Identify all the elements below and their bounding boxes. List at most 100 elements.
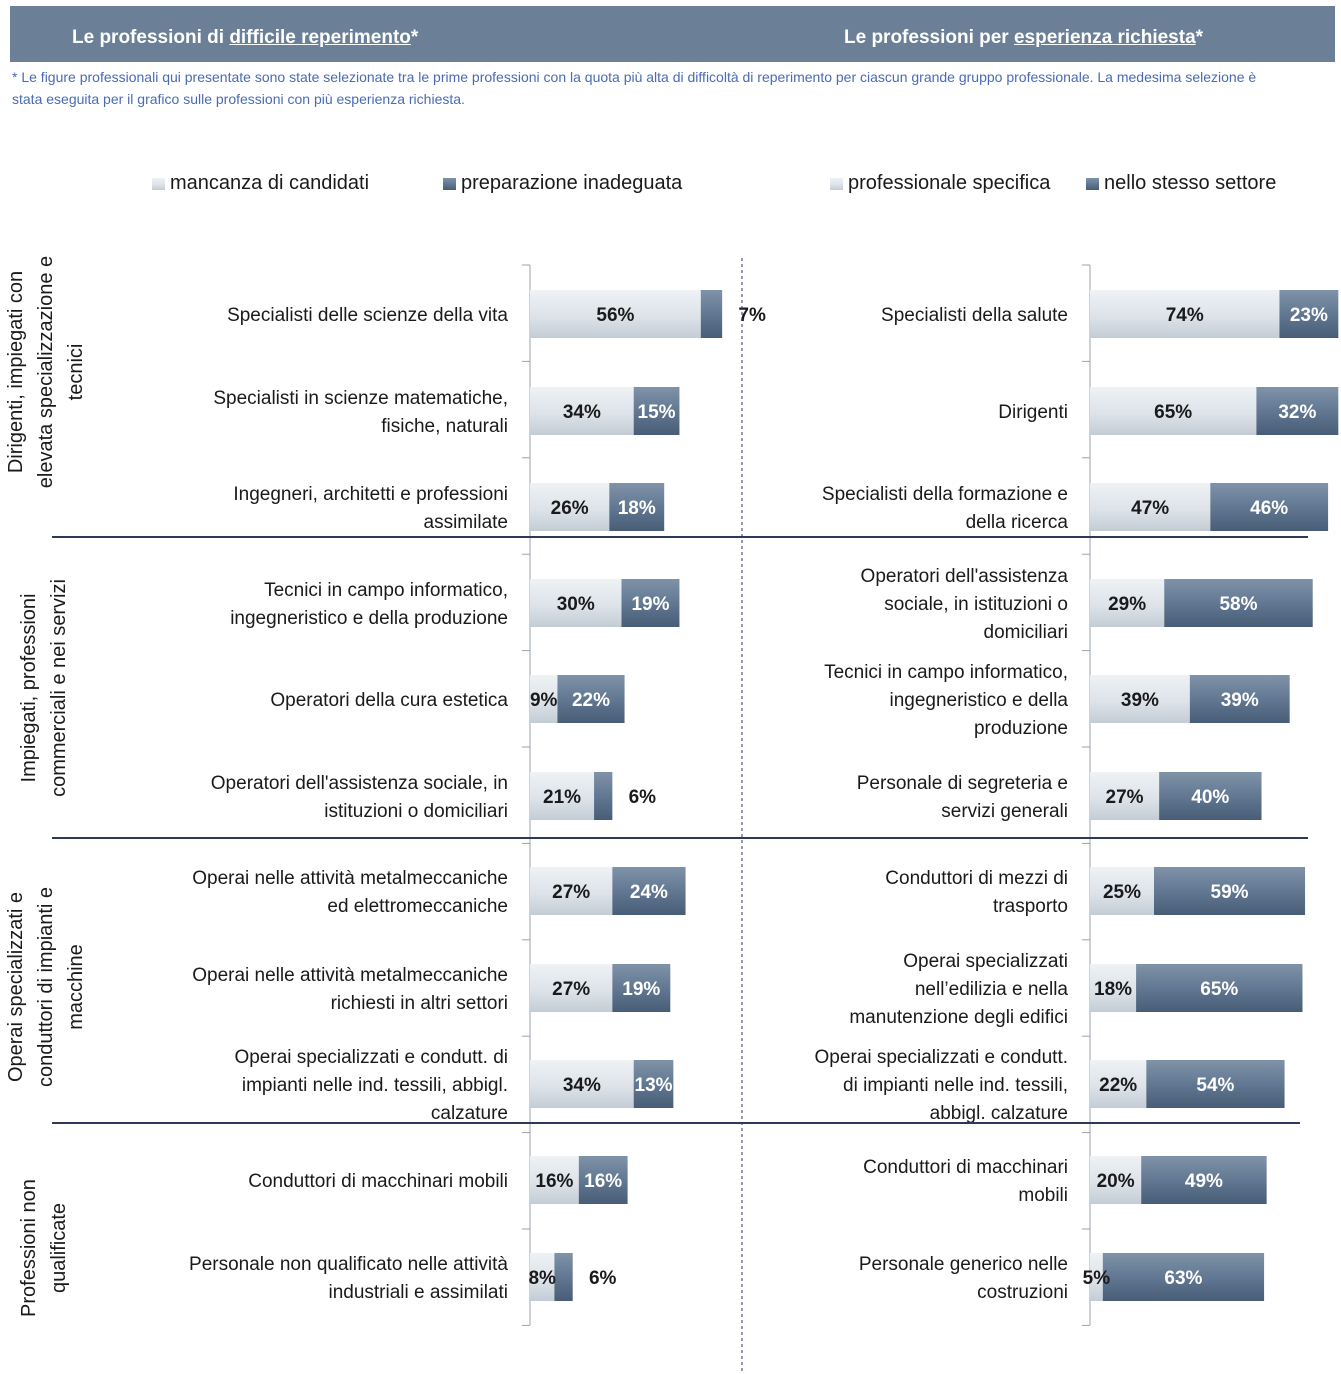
group-label-line: Impiegati, professioni (18, 594, 40, 783)
group-label-line: Operai specializzati e (5, 892, 27, 1082)
category-label-line: mobili (1018, 1185, 1068, 1206)
value-label: 13% (635, 1075, 673, 1096)
category-label-line: Ingegneri, architetti e professioni (233, 484, 508, 505)
category-label-line: produzione (974, 718, 1068, 739)
category-label-line: Tecnici in campo informatico, (264, 580, 508, 601)
category-label-line: Conduttori di mezzi di (885, 868, 1068, 889)
value-label: 29% (1108, 594, 1146, 615)
value-label: 25% (1103, 882, 1141, 903)
category-label-line: ed elettromeccaniche (327, 896, 508, 917)
category-label-line: Operai nelle attività metalmeccaniche (192, 868, 508, 889)
category-label-line: Specialisti della salute (881, 305, 1068, 326)
category-label-line: abbigl. calzature (930, 1103, 1068, 1124)
value-label: 22% (572, 690, 610, 711)
category-label: Personale non qualificato nelle attività… (189, 1254, 508, 1303)
value-label: 19% (631, 594, 669, 615)
category-label: Operatori dell'assistenza sociale, in ist… (861, 566, 1069, 643)
value-label: 26% (551, 498, 589, 519)
category-label-line: Operai nelle attività metalmeccaniche (192, 965, 508, 986)
bar-preparazione-inadeguata (701, 290, 722, 338)
legend-label: mancanza di candidati (170, 172, 369, 194)
category-label-line: Specialisti della formazione e (822, 484, 1068, 505)
group-label-line: conduttori di impianti e (35, 887, 57, 1087)
legend-swatch (443, 178, 456, 190)
value-label: 39% (1221, 690, 1259, 711)
category-label: Operai specializzati e condutt. di impian… (234, 1047, 508, 1124)
category-label-line: nell’edilizia e nella (915, 979, 1069, 1000)
group-label-line: tecnici (65, 344, 87, 401)
category-label: Operai specializzati e condutt. di impian… (815, 1047, 1068, 1124)
value-label: 18% (1094, 979, 1132, 1000)
group-label-line: Professioni non (18, 1179, 40, 1317)
category-label-line: sociale, in istituzioni o (884, 594, 1068, 615)
group-label-line: elevata specializzazione e (35, 256, 57, 488)
value-label: 23% (1290, 305, 1328, 326)
group-label-line: macchine (65, 944, 87, 1030)
category-label: Specialisti della formazione e della rice… (822, 484, 1069, 533)
value-label: 5% (1083, 1268, 1111, 1289)
value-label: 34% (563, 402, 601, 423)
category-label: Personale di segreteria e servizi general… (857, 773, 1068, 822)
group-label: Impiegati, professioni commerciali e nei … (18, 579, 70, 797)
category-label-line: Specialisti in scienze matematiche, (213, 388, 508, 409)
category-label-line: Personale non qualificato nelle attività (189, 1254, 508, 1275)
group-label-line: Dirigenti, impiegati con (5, 271, 27, 473)
value-label: 20% (1097, 1171, 1135, 1192)
value-label: 6% (629, 787, 657, 808)
value-label: 58% (1219, 594, 1257, 615)
category-label-line: Operai specializzati e condutt. (815, 1047, 1068, 1068)
value-label: 21% (543, 787, 581, 808)
legend-label: nello stesso settore (1104, 172, 1276, 194)
value-label: 34% (563, 1075, 601, 1096)
value-label: 39% (1121, 690, 1159, 711)
value-label: 7% (738, 305, 766, 326)
value-label: 27% (552, 979, 590, 1000)
category-label-line: Operatori della cura estetica (270, 690, 508, 711)
category-label-line: trasporto (993, 896, 1068, 917)
bar-preparazione-inadeguata (554, 1253, 572, 1301)
bar-preparazione-inadeguata (594, 772, 612, 820)
category-label-line: Operai specializzati e condutt. di (234, 1047, 508, 1068)
category-label: Ingegneri, architetti e professioni assim… (233, 484, 508, 533)
value-label: 15% (638, 402, 676, 423)
category-label: Tecnici in campo informatico, ingegnerist… (230, 580, 508, 629)
category-label-line: calzature (431, 1103, 508, 1124)
category-label: Operatori della cura estetica (270, 690, 508, 711)
value-label: 56% (596, 305, 634, 326)
group-label-line: commerciali e nei servizi (48, 579, 70, 797)
legend-label: professionale specifica (848, 172, 1051, 194)
category-label: Operai specializzati nell’edilizia e nell… (849, 951, 1068, 1028)
category-label-line: Tecnici in campo informatico, (824, 662, 1068, 683)
value-label: 49% (1185, 1171, 1223, 1192)
category-label-line: Conduttori di macchinari (863, 1157, 1068, 1178)
value-label: 40% (1191, 787, 1229, 808)
category-label-line: richiesti in altri settori (331, 993, 508, 1014)
category-label-line: impianti nelle ind. tessili, abbigl. (242, 1075, 508, 1096)
category-label-line: manutenzione degli edifici (849, 1007, 1068, 1028)
legend-swatch (152, 178, 165, 190)
value-label: 74% (1166, 305, 1204, 326)
category-label-line: ingegneristico e della produzione (230, 608, 508, 629)
value-label: 47% (1131, 498, 1169, 519)
category-label: Personale generico nelle costruzioni (859, 1254, 1068, 1303)
value-label: 6% (589, 1268, 617, 1289)
category-label: Specialisti della salute (881, 305, 1068, 326)
value-label: 27% (1106, 787, 1144, 808)
value-label: 19% (622, 979, 660, 1000)
category-label: Conduttori di macchinari mobili (248, 1171, 508, 1192)
category-label: Operatori dell'assistenza sociale, in ist… (211, 773, 508, 822)
group-label-line: qualificate (48, 1203, 70, 1293)
value-label: 54% (1196, 1075, 1234, 1096)
category-label-line: domiciliari (984, 622, 1068, 643)
category-label-line: fisiche, naturali (381, 416, 508, 437)
legend-swatch (830, 178, 843, 190)
legend-swatch (1086, 178, 1099, 190)
category-label: Conduttori di mezzi di trasporto (885, 868, 1068, 917)
category-label: Tecnici in campo informatico, ingegnerist… (824, 662, 1068, 739)
value-label: 59% (1211, 882, 1249, 903)
category-label-line: assimilate (424, 512, 508, 533)
category-label-line: Operatori dell'assistenza sociale, in (211, 773, 508, 794)
value-label: 24% (630, 882, 668, 903)
value-label: 18% (618, 498, 656, 519)
